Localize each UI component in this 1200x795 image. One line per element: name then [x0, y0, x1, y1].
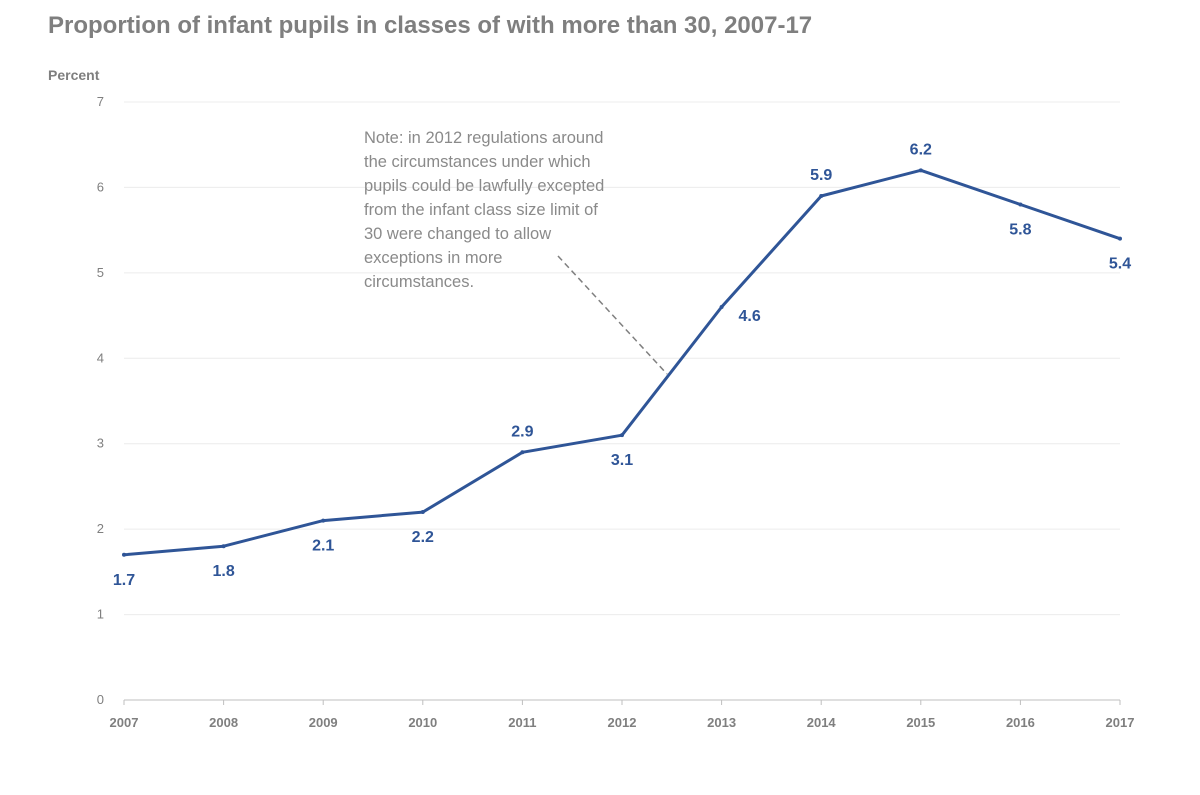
x-tick-label: 2013 [707, 715, 736, 730]
y-tick-label: 7 [97, 94, 104, 109]
note-line: from the infant class size limit of [364, 201, 598, 219]
data-label-2014: 5.9 [810, 167, 832, 184]
axes: 0 1 2 3 4 5 6 7 2007 2008 2009 2010 2011 2012 2013 2014… [97, 94, 1135, 730]
data-label-2015: 6.2 [910, 141, 932, 158]
x-tick-label: 2009 [309, 715, 338, 730]
data-label-2008: 1.8 [212, 563, 234, 580]
data-point-2011 [520, 450, 525, 455]
data-label-2016: 5.8 [1009, 222, 1031, 239]
note-line: exceptions in more [364, 249, 503, 267]
data-label-2009: 2.1 [312, 538, 334, 555]
x-tick-label: 2007 [110, 715, 139, 730]
note-line: Note: in 2012 regulations around [364, 129, 603, 147]
note-line: 30 were changed to allow [364, 225, 551, 243]
y-tick-label: 4 [97, 350, 104, 365]
data-point-2013 [719, 305, 724, 310]
x-tick-label: 2011 [508, 715, 536, 730]
y-axis-label: Percent [48, 67, 100, 83]
data-point-2017 [1118, 236, 1122, 241]
x-tick-label: 2015 [906, 715, 935, 730]
annotation-note: Note: in 2012 regulations around the circ… [364, 129, 668, 375]
data-label-2017: 5.4 [1109, 256, 1131, 273]
data-label-2012: 3.1 [611, 452, 633, 469]
x-tick-label: 2010 [408, 715, 437, 730]
data-point-2014 [819, 193, 824, 198]
series-layer [122, 168, 1122, 557]
note-line: circumstances. [364, 273, 474, 291]
y-tick-label: 1 [97, 607, 104, 622]
data-point-2007 [122, 552, 126, 557]
gridlines [124, 101, 1120, 616]
x-tick-label: 2014 [807, 715, 837, 730]
x-tick-label: 2012 [608, 715, 637, 730]
data-label-2007: 1.7 [113, 572, 135, 589]
data-label-2010: 2.2 [412, 529, 434, 546]
data-label-2013: 4.6 [738, 308, 760, 325]
x-tick-label: 2016 [1006, 715, 1035, 730]
data-label-2011: 2.9 [511, 423, 533, 440]
data-point-2010 [420, 510, 425, 515]
x-tick-label: 2017 [1106, 715, 1135, 730]
y-tick-label: 3 [97, 436, 104, 451]
chart-title: Proportion of infant pupils in classes o… [48, 12, 813, 39]
y-tick-label: 2 [97, 521, 104, 536]
data-point-2012 [620, 433, 624, 438]
y-tick-label: 0 [97, 692, 104, 707]
x-tick-label: 2008 [209, 715, 238, 730]
y-tick-label: 5 [97, 265, 104, 280]
data-point-2016 [1018, 202, 1023, 207]
data-point-2009 [321, 518, 326, 523]
data-point-2008 [221, 544, 226, 549]
note-line: pupils could be lawfully excepted [364, 177, 604, 195]
series-line [122, 168, 1122, 557]
data-labels: 1.7 1.8 2.1 2.2 2.9 3.1 4.6 5.9 6.2 5.8 5.4 [113, 141, 1131, 588]
note-leader-line [557, 255, 668, 375]
data-point-2015 [918, 168, 923, 173]
note-line: the circumstances under which [364, 153, 591, 171]
y-tick-label: 6 [97, 179, 104, 194]
